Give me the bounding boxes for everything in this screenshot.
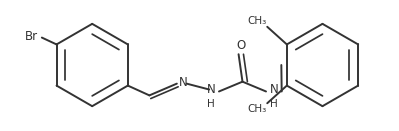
Text: H: H xyxy=(207,99,215,109)
Text: N: N xyxy=(179,76,188,89)
Text: Br: Br xyxy=(25,30,38,43)
Text: CH₃: CH₃ xyxy=(247,104,266,114)
Text: N: N xyxy=(207,83,215,96)
Text: CH₃: CH₃ xyxy=(247,16,266,26)
Text: H: H xyxy=(270,99,278,109)
Text: O: O xyxy=(236,39,245,52)
Text: N: N xyxy=(269,83,278,96)
